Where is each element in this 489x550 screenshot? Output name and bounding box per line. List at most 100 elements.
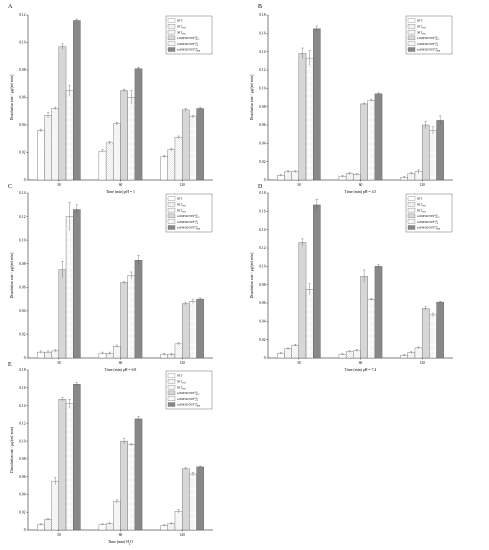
y-tick-label: 0.04 (259, 142, 265, 146)
bar (189, 473, 197, 531)
legend-swatch (407, 24, 416, 29)
bar (73, 20, 81, 181)
bar (345, 173, 354, 181)
legend-swatch (167, 35, 176, 41)
bar (313, 28, 321, 181)
chart-panel-b: B 0 0.02 0.04 0.06 0.08 0.10 0.12 0.14 0.16 0.18 Di… (250, 4, 453, 194)
bar (65, 216, 74, 359)
x-tick-label: 30 (57, 183, 61, 187)
bar (120, 440, 128, 531)
y-tick-label: 0.12 (19, 13, 25, 17)
legend-label: saSMSD/NITSD TGC (177, 214, 200, 219)
y-tick-label: 0.18 (259, 191, 265, 195)
y-tick-label: 0.12 (259, 246, 265, 250)
bar (174, 343, 183, 359)
bar (127, 275, 136, 359)
y-tick-label: 0.08 (259, 105, 265, 109)
chart-panel-e: E 0 0.02 0.04 0.06 0.08 0.10 0.12 0.14 0.16 0.18 Di… (8, 362, 213, 546)
legend-label: NIT (177, 19, 182, 23)
bar (436, 120, 444, 181)
chart-panel-a: A 0 0.02 0.04 0.06 0.08 0.10 0.12 Dissolution ra… (8, 4, 213, 194)
legend-label: saSMSD/NITSD VMR (417, 48, 441, 53)
y-tick-label: 0.14 (19, 404, 25, 408)
legend-label: saSMSD/NITSD TGC (177, 391, 200, 396)
bar (429, 314, 437, 359)
y-tick-label: 0.08 (259, 283, 265, 287)
legend-swatch (167, 225, 176, 230)
legend-label: NITPM (417, 208, 426, 213)
legend-swatch (407, 207, 416, 213)
y-tick-label: 0.02 (19, 510, 25, 514)
x-tick-label: 30 (57, 361, 61, 365)
bar (284, 171, 292, 181)
bar (105, 142, 114, 181)
legend-label: NITPM (417, 30, 426, 35)
y-tick-label: 0.12 (19, 422, 25, 426)
bar (360, 103, 368, 181)
legend-label: saSMSD/NITSD TGC (177, 36, 200, 41)
x-tick-label: 120 (419, 361, 425, 365)
y-tick-label: 0.02 (19, 151, 25, 155)
y-tick-label: 0.10 (19, 41, 25, 45)
legend-swatch (167, 196, 176, 201)
legend-swatch (167, 213, 176, 219)
bar (120, 90, 128, 181)
bar (174, 511, 183, 531)
legend-label: NITPM (177, 25, 186, 30)
bar (174, 137, 183, 181)
legend-swatch (167, 18, 176, 23)
bar (291, 344, 300, 359)
bar (291, 171, 300, 181)
legend-label: saSMSD/NITSD CP (177, 42, 199, 47)
legend-swatch (407, 47, 416, 52)
panel-letter: B (258, 4, 262, 10)
bar (181, 468, 190, 531)
bar (113, 123, 121, 181)
legend-label: saSMSD/NITSD TGC (417, 36, 440, 41)
legend-swatch (407, 225, 416, 230)
legend-label: NIT (417, 197, 422, 201)
bar (421, 124, 430, 181)
panel-letter: D (258, 184, 263, 190)
legend-label: NIT (177, 197, 182, 201)
legend-swatch (167, 373, 176, 378)
x-tick-label: 30 (297, 361, 301, 365)
bar (374, 93, 383, 181)
legend-swatch (407, 202, 416, 207)
legend-label: NITPM (177, 30, 186, 35)
legend-swatch (167, 384, 176, 390)
bar (189, 116, 197, 181)
bar (360, 276, 368, 359)
legend-label: saSMSD/NITSD TGC (417, 214, 440, 219)
legend-swatch (167, 219, 176, 224)
legend-swatch (167, 390, 176, 396)
bar (65, 90, 74, 181)
y-axis-title: Dissolution rate / μg/(ml·min) (10, 74, 14, 121)
x-tick-label: 120 (179, 183, 185, 187)
y-tick-label: 0.06 (19, 285, 25, 289)
x-tick-label: 30 (57, 533, 61, 537)
bar (44, 519, 52, 531)
x-tick-label: 120 (419, 183, 425, 187)
y-tick-label: 0.06 (259, 123, 265, 127)
bar (65, 403, 74, 531)
legend-label: saSMSD/NITSD VMR (417, 226, 441, 231)
y-tick-label: 0.08 (19, 68, 25, 72)
bar (134, 260, 143, 359)
bar (196, 466, 204, 531)
bar (127, 444, 136, 531)
legend-label: NITPM (177, 380, 186, 385)
bar (298, 53, 307, 181)
bar (134, 68, 143, 181)
bar (167, 523, 176, 531)
y-tick-label: 0 (24, 356, 26, 360)
x-axis-title: Time (min) pH = 7.4 (345, 368, 377, 372)
bar (181, 109, 190, 181)
legend-swatch (167, 202, 176, 207)
bar (127, 97, 136, 181)
y-tick-label: 0.16 (259, 32, 265, 36)
bar (58, 46, 67, 181)
x-tick-label: 120 (179, 533, 185, 537)
